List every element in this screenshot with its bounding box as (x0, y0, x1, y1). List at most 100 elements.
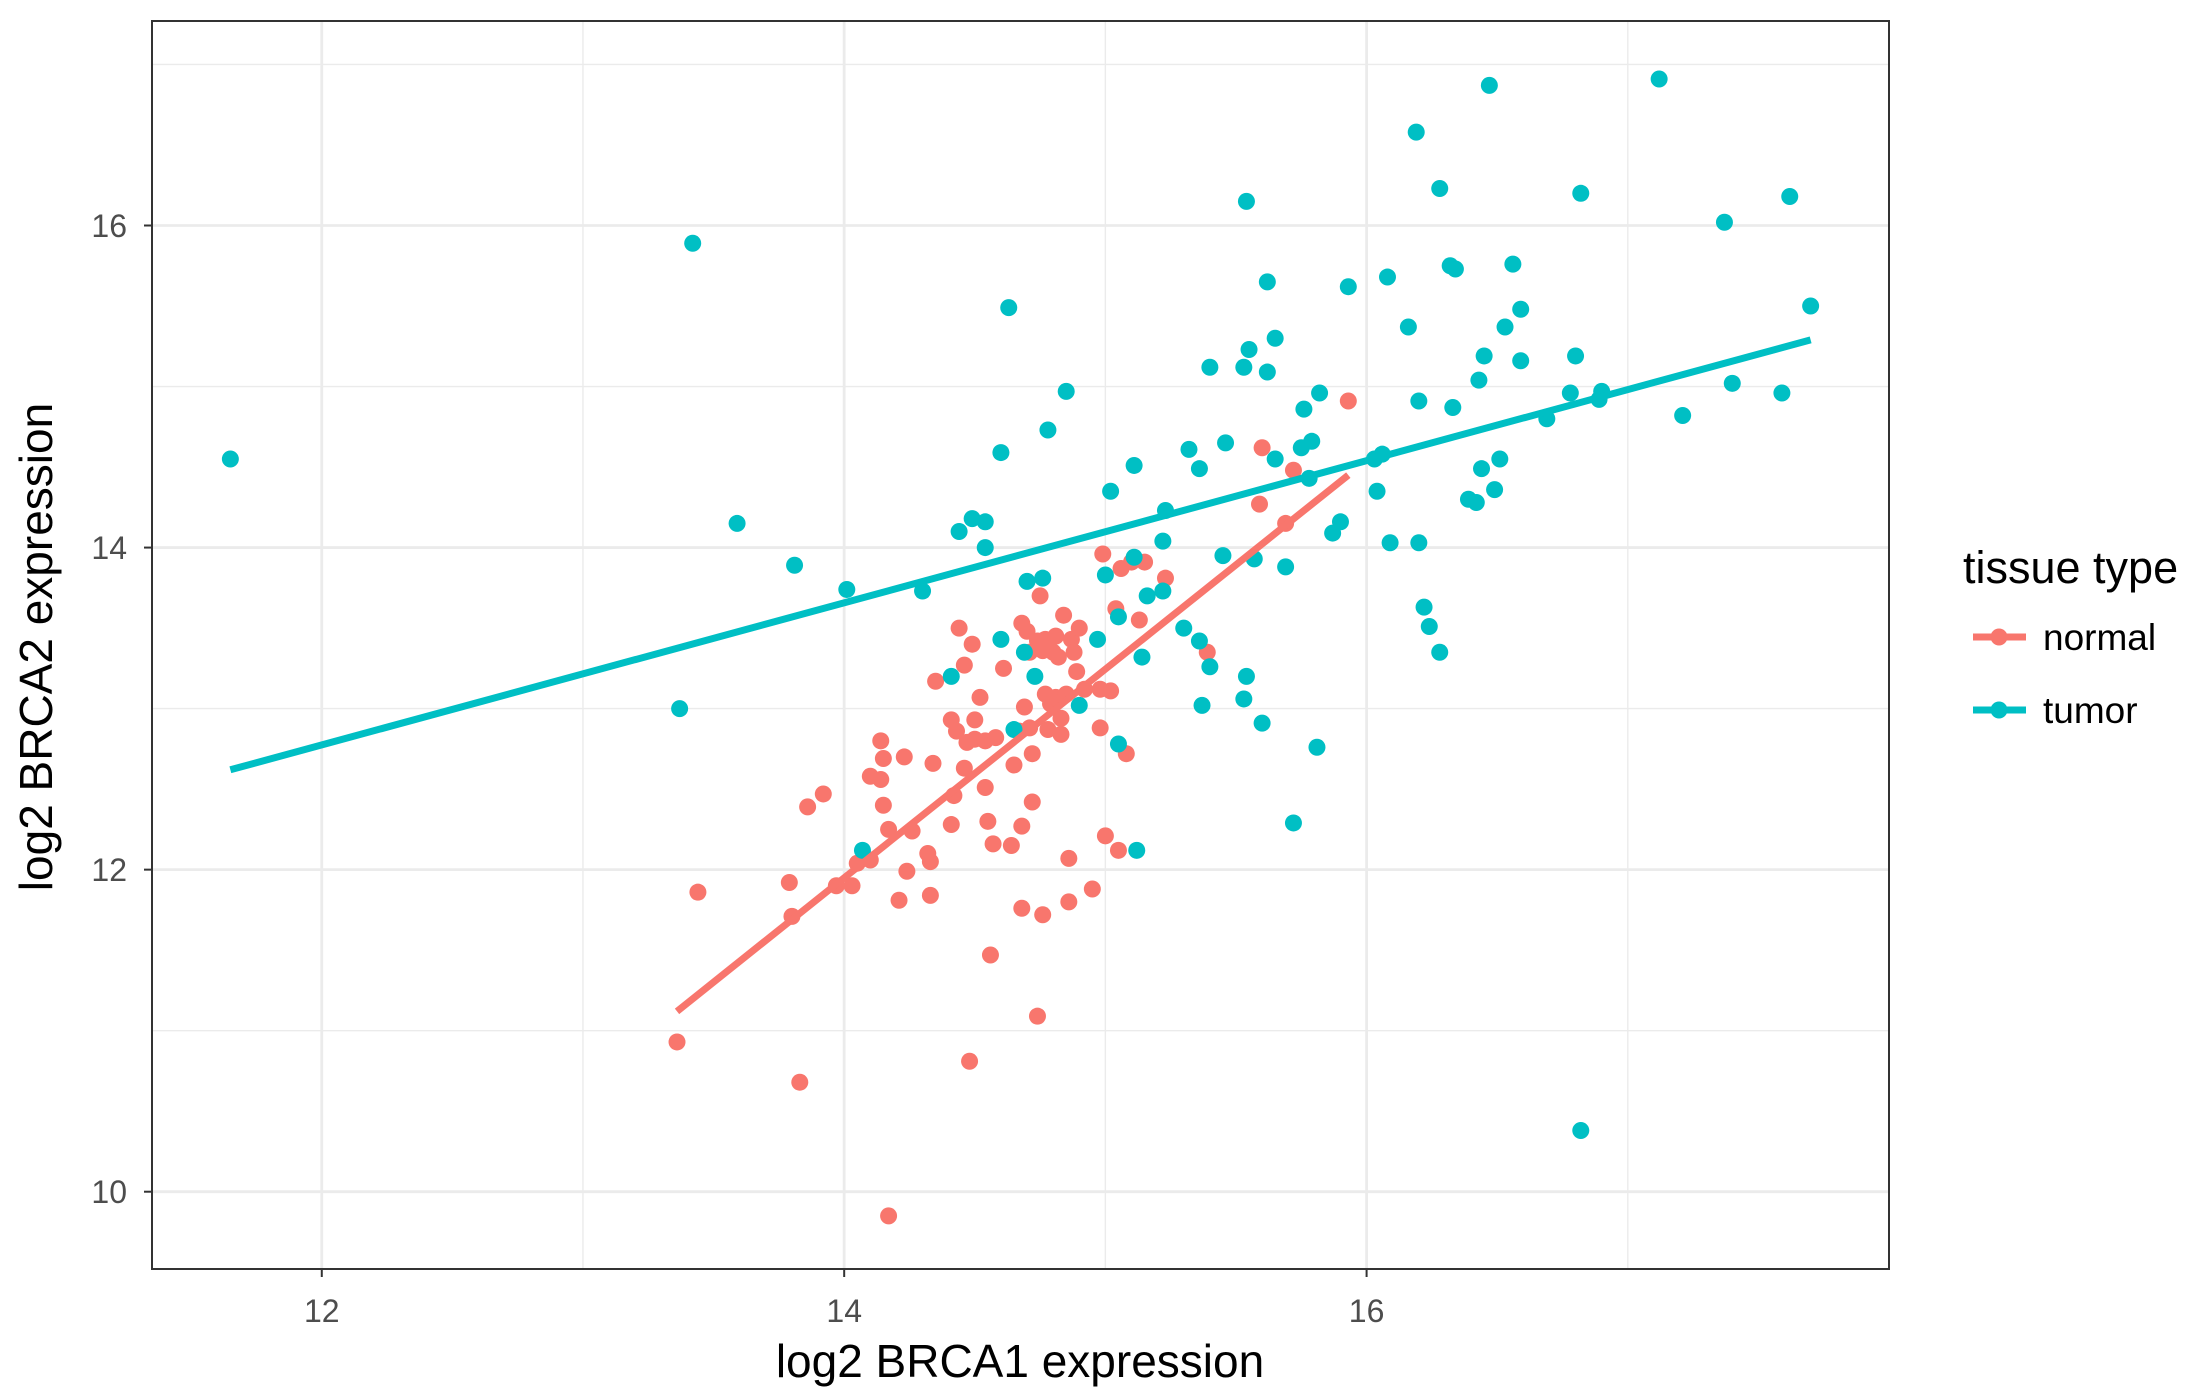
point-tumor (1258, 363, 1276, 381)
point-normal (961, 1052, 979, 1070)
y-axis-title: log2 BRCA2 expression (10, 403, 62, 891)
point-tumor (1368, 482, 1386, 500)
point-normal (921, 886, 939, 904)
point-normal (1094, 545, 1112, 563)
point-tumor (1308, 738, 1326, 756)
point-tumor (1431, 643, 1449, 661)
point-normal (1005, 756, 1023, 774)
point-tumor (1235, 358, 1253, 376)
point-tumor (1217, 434, 1235, 452)
point-tumor (1034, 569, 1052, 587)
point-normal (1013, 817, 1031, 835)
legend-key-point (1990, 701, 2008, 719)
point-tumor (1190, 460, 1208, 478)
point-normal (1002, 836, 1020, 854)
point-normal (1023, 793, 1041, 811)
point-normal (780, 874, 798, 892)
legend-item-normal: normal (1973, 617, 2156, 658)
point-normal (1109, 841, 1127, 859)
point-tumor (1561, 384, 1579, 402)
point-tumor (1431, 179, 1449, 197)
x-tick-label: 16 (1349, 1293, 1385, 1329)
point-normal (668, 1033, 686, 1051)
point-tumor (1512, 300, 1530, 318)
point-normal (1156, 569, 1174, 587)
point-tumor (1109, 608, 1127, 626)
point-tumor (1339, 278, 1357, 296)
regression-lines (229, 336, 1812, 1015)
point-normal (966, 711, 984, 729)
point-normal (814, 785, 832, 803)
point-tumor (1512, 352, 1530, 370)
point-tumor (1378, 268, 1396, 286)
point-normal (1047, 627, 1065, 645)
point-normal (872, 770, 890, 788)
point-tumor (992, 444, 1010, 462)
x-tick-label: 12 (304, 1293, 340, 1329)
point-normal (874, 750, 892, 768)
y-tick-label: 10 (91, 1174, 127, 1210)
point-tumor (1381, 534, 1399, 552)
point-tumor (1018, 572, 1036, 590)
point-normal (1034, 906, 1052, 924)
point-normal (799, 798, 817, 816)
legend-label: tumor (2043, 690, 2138, 731)
point-tumor (1475, 347, 1493, 365)
point-tumor (1235, 690, 1253, 708)
point-tumor (1650, 70, 1668, 88)
point-tumor (786, 556, 804, 574)
point-tumor (1138, 587, 1156, 605)
point-tumor (1496, 318, 1514, 336)
point-normal (971, 688, 989, 706)
point-normal (1102, 682, 1120, 700)
point-normal (874, 796, 892, 814)
point-normal (1284, 461, 1302, 479)
point-normal (1253, 439, 1271, 457)
point-tumor (1175, 619, 1193, 637)
point-tumor (1444, 398, 1462, 416)
point-normal (950, 619, 968, 637)
point-tumor (1407, 123, 1425, 141)
point-normal (689, 883, 707, 901)
point-tumor (1331, 513, 1349, 531)
legend-title: tissue type (1963, 542, 2178, 593)
legend: tissue type normal tumor (1963, 542, 2178, 731)
point-normal (1083, 880, 1101, 898)
point-normal (1052, 725, 1070, 743)
point-tumor (1303, 432, 1321, 450)
point-tumor (1201, 358, 1219, 376)
data-points (221, 70, 1820, 1225)
x-tick-label: 14 (826, 1293, 862, 1329)
point-normal (1013, 899, 1031, 917)
point-tumor (1266, 450, 1284, 468)
point-normal (1031, 587, 1049, 605)
point-tumor (728, 514, 746, 532)
point-normal (1023, 745, 1041, 763)
point-tumor (1674, 407, 1692, 425)
point-normal (1060, 893, 1078, 911)
point-tumor (1486, 481, 1504, 499)
point-tumor (1190, 632, 1208, 650)
point-normal (942, 816, 960, 834)
point-tumor (1567, 347, 1585, 365)
point-tumor (1572, 1122, 1590, 1140)
point-tumor (1773, 384, 1791, 402)
point-tumor (1470, 371, 1488, 389)
point-tumor (1311, 384, 1329, 402)
point-tumor (1005, 721, 1023, 739)
point-normal (1096, 827, 1114, 845)
point-normal (1070, 619, 1088, 637)
y-tick-label: 12 (91, 852, 127, 888)
point-tumor (1180, 440, 1198, 458)
point-tumor (1154, 582, 1172, 600)
point-tumor (1415, 598, 1433, 616)
point-tumor (684, 234, 702, 252)
point-normal (963, 635, 981, 653)
point-tumor (992, 630, 1010, 648)
point-tumor (1193, 696, 1211, 714)
point-tumor (1109, 735, 1127, 753)
point-tumor (1284, 814, 1302, 832)
x-axis: 12 14 16 (304, 1269, 1384, 1329)
point-tumor (976, 513, 994, 531)
